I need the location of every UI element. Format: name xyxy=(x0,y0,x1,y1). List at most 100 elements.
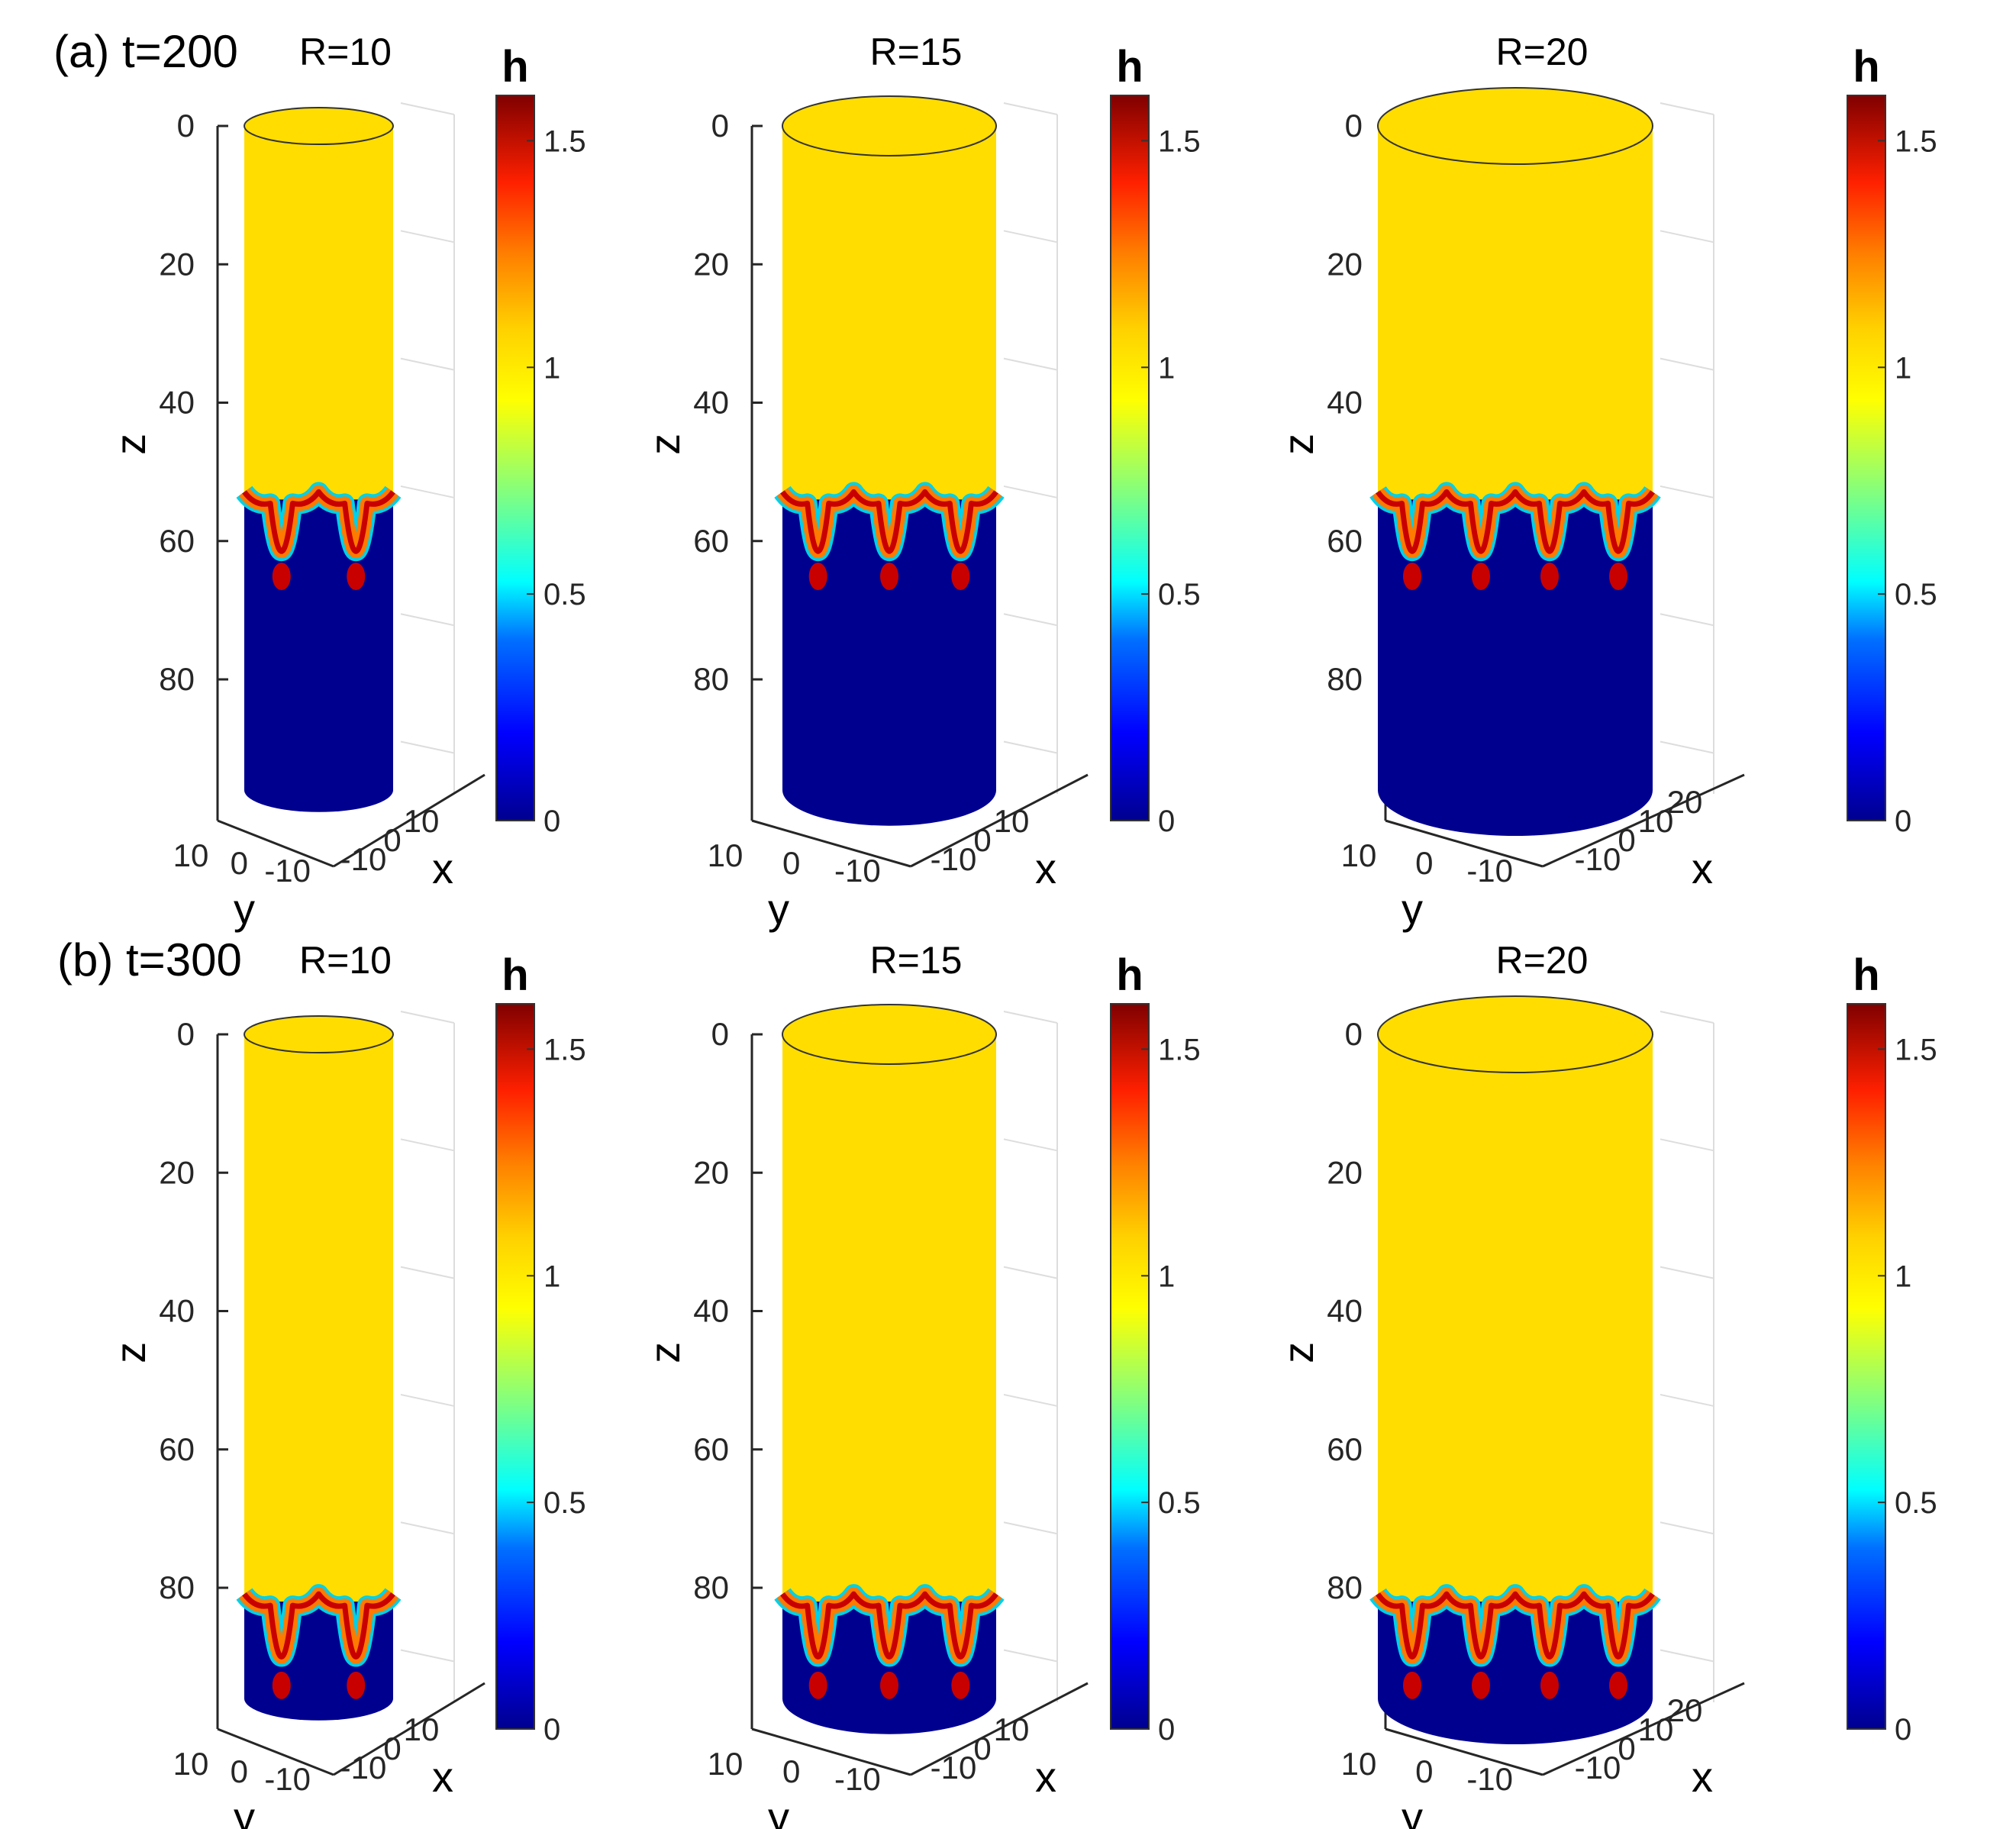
colorbar xyxy=(1847,95,1886,821)
finger-tip xyxy=(272,563,291,590)
grid-line xyxy=(1660,1011,1714,1024)
x-tick-label: 0 xyxy=(1618,822,1635,858)
x-tick-label: 0 xyxy=(383,822,401,858)
x-tick-label: 0 xyxy=(973,822,991,858)
grid-line xyxy=(1660,1521,1714,1535)
z-axis-label: z xyxy=(106,1342,154,1363)
grid-line xyxy=(1003,740,1058,754)
x-axis-label: x xyxy=(1692,1753,1713,1801)
z-tick-label: 0 xyxy=(711,108,729,144)
finger-tip xyxy=(1609,563,1627,590)
z-tick-label: 0 xyxy=(177,1016,195,1052)
row-label-b: (b) t=300 xyxy=(57,934,242,985)
grid-line xyxy=(400,740,455,754)
colorbar-tick-label: 1.5 xyxy=(1895,1033,1937,1066)
z-tick-label: 0 xyxy=(1345,1016,1363,1052)
finger-tip xyxy=(808,1671,827,1699)
panel-title: R=10 xyxy=(299,939,392,982)
finger-tip xyxy=(880,1671,898,1699)
grid-line xyxy=(400,485,455,498)
cylinder-top xyxy=(244,1015,394,1053)
finger-tip xyxy=(347,1671,366,1699)
y-axis-line xyxy=(1385,1727,1543,1776)
grid-line xyxy=(400,1266,455,1279)
z-tick-label: 0 xyxy=(177,108,195,144)
y-axis-label: y xyxy=(234,1793,255,1829)
y-tick-label: -10 xyxy=(1466,853,1513,889)
grid-line xyxy=(400,1649,455,1663)
cylinder-top xyxy=(1377,995,1653,1073)
grid-line xyxy=(1660,1266,1714,1279)
contact-line-hot xyxy=(242,1591,395,1660)
y-axis-line xyxy=(1385,819,1543,868)
z-tick-label: 20 xyxy=(159,1154,195,1190)
cylinder-top xyxy=(244,107,394,145)
finger-tip xyxy=(1403,1671,1421,1699)
x-tick-label: 10 xyxy=(404,1711,440,1747)
cylinder-top xyxy=(1377,87,1653,165)
x-tick-label: -10 xyxy=(1575,841,1621,877)
contact-line-hot xyxy=(1376,1591,1655,1660)
colorbar-tick-label: 1.5 xyxy=(544,124,586,158)
finger-tip xyxy=(1609,1671,1627,1699)
grid-line xyxy=(400,1393,455,1407)
z-tick-label: 80 xyxy=(159,1569,195,1605)
finger-tip xyxy=(1472,563,1490,590)
z-axis-label: z xyxy=(1274,434,1322,455)
z-tick-label: 0 xyxy=(711,1016,729,1052)
panel-title: R=10 xyxy=(299,31,392,73)
colorbar-label: h xyxy=(1116,42,1143,92)
y-tick-label: 10 xyxy=(173,837,209,873)
film-region-upper xyxy=(1378,126,1653,479)
panel-title: R=20 xyxy=(1496,31,1589,73)
cylinder-top xyxy=(782,1004,997,1065)
y-tick-label: 10 xyxy=(173,1746,209,1782)
grid-line xyxy=(1660,1393,1714,1407)
z-axis-label: z xyxy=(640,1342,689,1363)
colorbar-tick-label: 0.5 xyxy=(544,1486,586,1520)
dry-region xyxy=(244,499,393,812)
grid-line xyxy=(400,613,455,627)
row-label-a: (a) t=200 xyxy=(53,26,238,77)
y-tick-label: 0 xyxy=(1415,845,1433,881)
film-region-upper xyxy=(782,1034,996,1581)
x-axis-label: x xyxy=(1035,844,1056,892)
grid-line xyxy=(1003,1138,1058,1152)
colorbar-tick-label: 1 xyxy=(1158,1260,1175,1293)
z-axis-label: z xyxy=(1274,1342,1322,1363)
finger-tip xyxy=(1472,1671,1490,1699)
x-axis-line xyxy=(333,773,485,868)
y-tick-label: -10 xyxy=(1466,1761,1513,1797)
panel-title: R=15 xyxy=(870,939,963,982)
x-tick-label: -10 xyxy=(931,841,977,877)
x-tick-label: 10 xyxy=(1638,803,1674,839)
x-tick-label: 10 xyxy=(994,1711,1030,1747)
finger-tip xyxy=(951,563,970,590)
y-axis-line xyxy=(751,819,911,868)
finger-tip xyxy=(880,563,898,590)
colorbar xyxy=(495,95,535,821)
colorbar-tick-label: 0 xyxy=(1895,1713,1911,1747)
x-axis-label: x xyxy=(1035,1753,1056,1801)
colorbar-label: h xyxy=(1116,950,1143,1000)
x-tick-label: -10 xyxy=(1575,1750,1621,1785)
colorbar-tick-label: 0 xyxy=(1895,805,1911,838)
contact-line-hot xyxy=(780,1591,998,1660)
film-region-upper xyxy=(244,1034,393,1581)
grid-line xyxy=(1660,102,1714,115)
contact-line-hot xyxy=(1376,489,1655,554)
x-tick-label: -10 xyxy=(340,1750,387,1785)
film-region-upper xyxy=(1378,1034,1653,1581)
y-axis-line xyxy=(751,1727,911,1776)
x-tick-label: -10 xyxy=(931,1750,977,1785)
y-axis-label: y xyxy=(768,1793,789,1829)
colorbar xyxy=(1110,95,1150,821)
cylinder-top xyxy=(782,95,997,156)
